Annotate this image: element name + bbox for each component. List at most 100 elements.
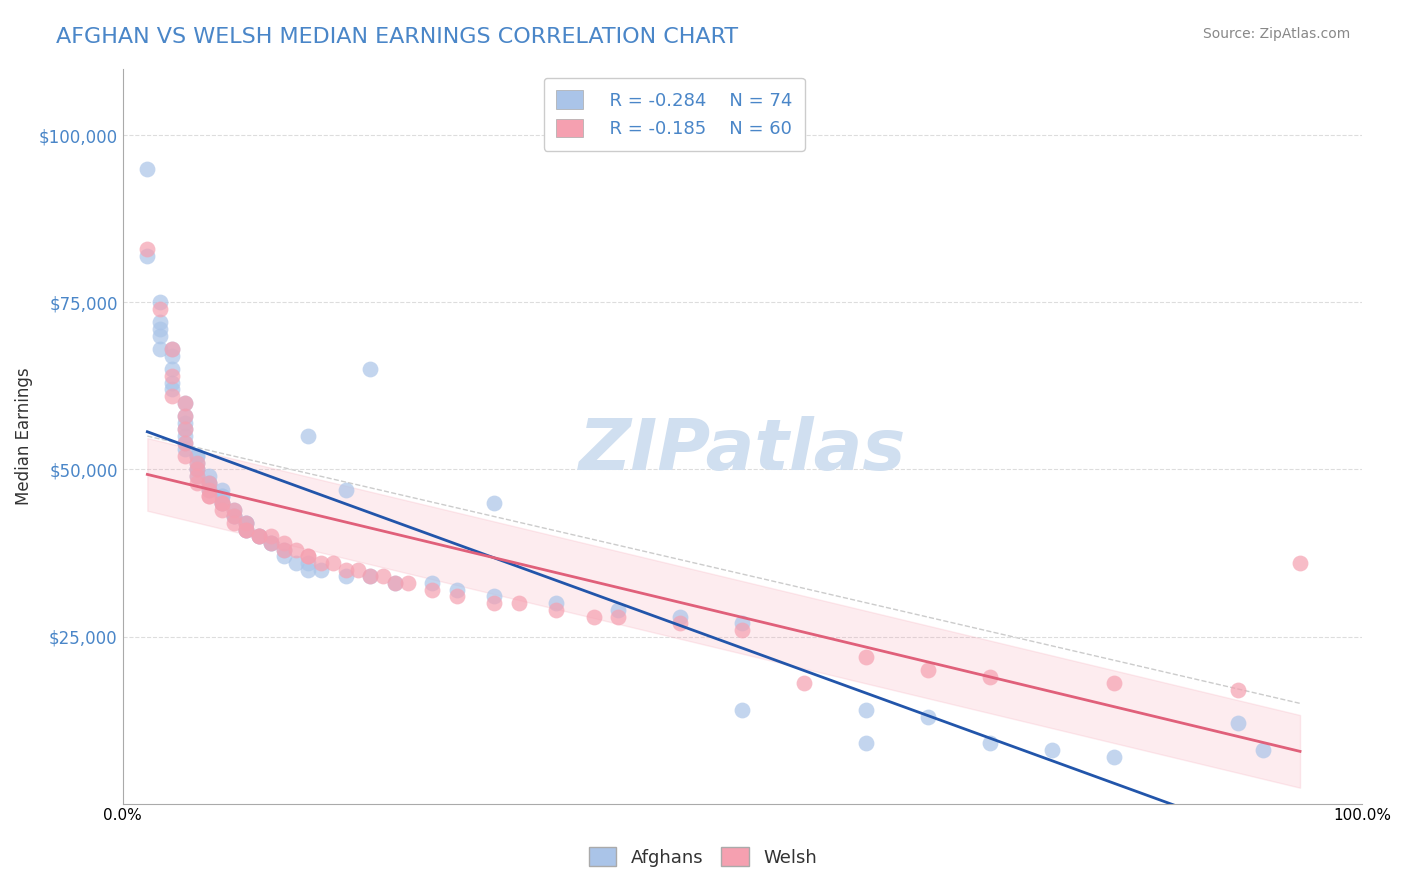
Point — [1251, 743, 1274, 757]
Point — [508, 596, 530, 610]
Point — [273, 536, 295, 550]
Point — [222, 502, 245, 516]
Point — [186, 462, 208, 476]
Point — [247, 529, 270, 543]
Point — [235, 523, 257, 537]
Point — [136, 161, 159, 176]
Point — [285, 542, 308, 557]
Point — [198, 475, 221, 490]
Point — [173, 395, 195, 409]
Point — [160, 382, 183, 396]
Point — [160, 389, 183, 403]
Point — [285, 556, 308, 570]
Point — [917, 663, 939, 677]
Point — [1102, 749, 1125, 764]
Point — [396, 576, 419, 591]
Point — [160, 342, 183, 356]
Point — [198, 489, 221, 503]
Point — [173, 416, 195, 430]
Point — [235, 523, 257, 537]
Point — [669, 616, 692, 631]
Point — [173, 429, 195, 443]
Point — [149, 302, 172, 317]
Point — [855, 703, 877, 717]
Point — [149, 322, 172, 336]
Point — [855, 649, 877, 664]
Point — [247, 529, 270, 543]
Point — [273, 542, 295, 557]
Point — [173, 409, 195, 423]
Point — [297, 563, 319, 577]
Point — [446, 582, 468, 597]
Legend:   R = -0.284    N = 74,   R = -0.185    N = 60: R = -0.284 N = 74, R = -0.185 N = 60 — [544, 78, 804, 151]
Point — [235, 523, 257, 537]
Point — [260, 536, 283, 550]
Point — [235, 523, 257, 537]
Point — [198, 475, 221, 490]
Point — [484, 496, 506, 510]
Point — [322, 556, 344, 570]
Point — [173, 435, 195, 450]
Point — [359, 569, 381, 583]
Point — [335, 569, 357, 583]
Point — [371, 569, 394, 583]
Point — [422, 582, 444, 597]
Point — [235, 516, 257, 530]
Point — [731, 703, 754, 717]
Point — [160, 362, 183, 376]
Point — [731, 623, 754, 637]
Point — [186, 475, 208, 490]
Point — [273, 549, 295, 564]
Text: ZIPatlas: ZIPatlas — [579, 417, 905, 485]
Point — [235, 516, 257, 530]
Point — [260, 536, 283, 550]
Point — [173, 409, 195, 423]
Point — [384, 576, 406, 591]
Point — [149, 316, 172, 330]
Point — [186, 449, 208, 463]
Point — [160, 376, 183, 390]
Point — [136, 242, 159, 256]
Point — [222, 509, 245, 524]
Point — [198, 483, 221, 497]
Point — [260, 529, 283, 543]
Point — [186, 462, 208, 476]
Point — [347, 563, 370, 577]
Point — [979, 736, 1001, 750]
Point — [222, 516, 245, 530]
Point — [198, 475, 221, 490]
Point — [173, 449, 195, 463]
Point — [607, 603, 630, 617]
Point — [917, 710, 939, 724]
Point — [173, 395, 195, 409]
Point — [198, 469, 221, 483]
Point — [173, 435, 195, 450]
Point — [359, 362, 381, 376]
Point — [484, 596, 506, 610]
Point — [247, 529, 270, 543]
Point — [211, 489, 233, 503]
Text: AFGHAN VS WELSH MEDIAN EARNINGS CORRELATION CHART: AFGHAN VS WELSH MEDIAN EARNINGS CORRELAT… — [56, 27, 738, 46]
Point — [273, 542, 295, 557]
Point — [222, 509, 245, 524]
Point — [297, 556, 319, 570]
Point — [669, 609, 692, 624]
Point — [1040, 743, 1063, 757]
Point — [422, 576, 444, 591]
Point — [222, 509, 245, 524]
Point — [211, 489, 233, 503]
Point — [582, 609, 605, 624]
Point — [235, 516, 257, 530]
Point — [484, 590, 506, 604]
Point — [546, 596, 568, 610]
Point — [297, 549, 319, 564]
Point — [211, 502, 233, 516]
Point — [211, 496, 233, 510]
Point — [222, 502, 245, 516]
Point — [186, 469, 208, 483]
Legend: Afghans, Welsh: Afghans, Welsh — [582, 840, 824, 874]
Point — [1227, 716, 1250, 731]
Point — [186, 456, 208, 470]
Point — [1227, 683, 1250, 698]
Point — [211, 496, 233, 510]
